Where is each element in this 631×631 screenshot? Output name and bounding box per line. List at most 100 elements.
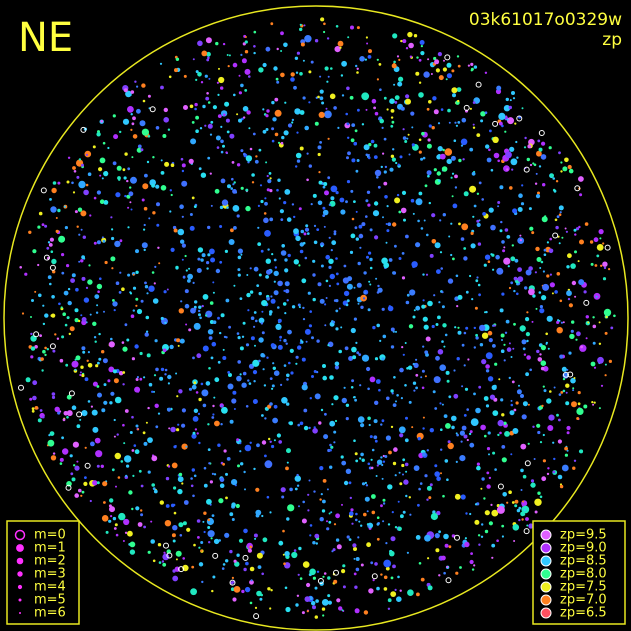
bright-star: [149, 106, 156, 113]
star: [283, 42, 288, 48]
star: [578, 176, 584, 182]
star: [426, 107, 430, 111]
star: [401, 190, 407, 195]
star: [382, 216, 384, 219]
star: [421, 386, 425, 390]
star: [605, 315, 608, 319]
star: [448, 121, 451, 124]
star: [558, 213, 562, 216]
star: [441, 555, 446, 561]
star: [572, 387, 575, 390]
star: [121, 287, 125, 292]
star: [66, 410, 73, 417]
star: [49, 431, 55, 436]
star: [568, 351, 572, 355]
star: [556, 320, 560, 324]
star: [264, 201, 268, 206]
star: [335, 299, 339, 303]
star: [83, 297, 90, 303]
star: [295, 71, 299, 74]
star: [219, 260, 223, 264]
star: [254, 319, 258, 323]
star: [522, 401, 528, 407]
star: [411, 126, 414, 129]
star: [160, 316, 164, 321]
star: [484, 311, 486, 314]
star: [273, 404, 278, 409]
star: [355, 518, 358, 522]
star: [461, 343, 465, 347]
star: [530, 482, 536, 488]
star: [402, 510, 406, 514]
star: [368, 588, 374, 594]
star: [334, 361, 340, 367]
star: [446, 158, 452, 165]
star: [506, 347, 512, 352]
star: [360, 423, 365, 428]
star: [280, 487, 286, 493]
star: [247, 161, 250, 164]
star: [497, 159, 501, 163]
star: [372, 325, 376, 330]
star: [261, 310, 264, 313]
star: [408, 324, 414, 329]
star: [284, 586, 288, 590]
star: [247, 309, 250, 312]
star: [384, 455, 388, 458]
star: [99, 199, 105, 204]
star: [419, 482, 423, 485]
star: [509, 410, 515, 416]
star: [170, 193, 173, 197]
star: [214, 420, 220, 427]
star: [179, 204, 184, 209]
star: [496, 85, 502, 91]
star: [301, 518, 307, 524]
star: [546, 398, 552, 404]
star: [575, 338, 578, 341]
star: [358, 224, 363, 229]
star: [470, 67, 474, 71]
star: [108, 366, 115, 373]
star: [50, 314, 54, 317]
bright-star: [492, 120, 499, 127]
star: [89, 214, 92, 217]
star: [415, 535, 421, 540]
star: [402, 458, 406, 462]
star: [455, 571, 459, 575]
star: [514, 499, 519, 504]
star: [472, 126, 476, 129]
star: [475, 407, 481, 414]
star: [237, 248, 243, 254]
star: [382, 498, 386, 502]
star: [87, 351, 90, 354]
star: [439, 219, 442, 222]
star: [98, 332, 101, 336]
star: [322, 575, 325, 578]
star: [202, 294, 209, 300]
star: [67, 300, 72, 306]
star: [78, 488, 82, 493]
star: [335, 327, 339, 331]
star: [463, 434, 468, 439]
star: [450, 222, 453, 225]
bright-star: [178, 566, 185, 573]
star: [313, 240, 318, 245]
star: [121, 341, 125, 344]
bright-star: [523, 166, 530, 173]
star: [401, 463, 405, 468]
star: [305, 340, 308, 343]
star: [314, 586, 318, 590]
star: [418, 562, 422, 565]
star: [487, 260, 491, 264]
star: [265, 46, 271, 52]
star: [559, 299, 563, 303]
star: [391, 63, 397, 69]
star: [579, 193, 583, 197]
star: [108, 341, 115, 348]
star: [303, 24, 306, 27]
star: [239, 297, 243, 300]
star: [262, 537, 268, 543]
star: [467, 358, 470, 361]
star: [320, 264, 324, 268]
star: [570, 329, 574, 333]
